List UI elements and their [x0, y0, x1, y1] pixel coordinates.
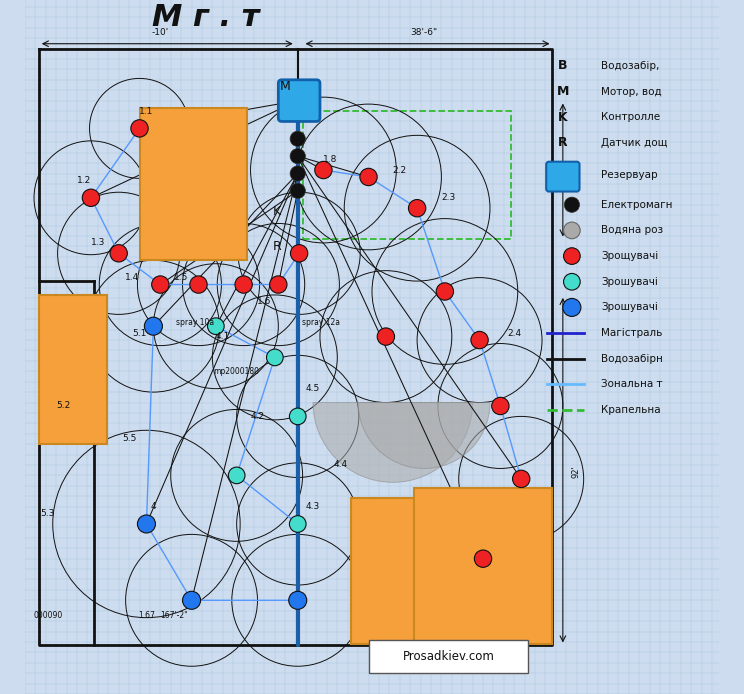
Text: Магістраль: Магістраль	[601, 328, 662, 338]
Circle shape	[377, 328, 394, 346]
Text: 167'-2": 167'-2"	[161, 611, 188, 620]
Text: Водозабір,: Водозабір,	[601, 61, 659, 71]
Circle shape	[290, 131, 305, 146]
FancyBboxPatch shape	[278, 80, 320, 121]
Text: Зрошувачі: Зрошувачі	[601, 277, 658, 287]
Bar	[368, 640, 528, 673]
Text: R: R	[272, 240, 281, 253]
Text: K: K	[558, 111, 568, 124]
Bar	[414, 488, 553, 644]
Text: mp2000180: mp2000180	[214, 367, 260, 375]
Circle shape	[436, 283, 454, 301]
Circle shape	[563, 273, 580, 290]
Circle shape	[152, 276, 169, 294]
Circle shape	[289, 516, 306, 532]
Text: 4: 4	[150, 502, 156, 511]
Circle shape	[235, 276, 252, 294]
Circle shape	[513, 471, 530, 488]
Bar	[140, 108, 247, 260]
Circle shape	[290, 166, 305, 181]
Circle shape	[266, 349, 283, 366]
Bar	[39, 295, 107, 444]
Circle shape	[563, 298, 581, 316]
Circle shape	[131, 120, 148, 137]
Text: Електромагн: Електромагн	[601, 200, 673, 210]
Text: 000090: 000090	[33, 611, 62, 620]
Text: 1.4: 1.4	[126, 273, 140, 282]
Text: 5.2: 5.2	[56, 402, 70, 410]
Text: Зональна т: Зональна т	[601, 380, 662, 389]
Circle shape	[110, 245, 127, 262]
Text: Мотор, вод: Мотор, вод	[601, 87, 661, 96]
Text: 1.8: 1.8	[323, 155, 338, 164]
Text: R: R	[558, 137, 568, 149]
Text: M: M	[557, 85, 569, 98]
Text: 4.4: 4.4	[334, 461, 348, 469]
Text: Резервуар: Резервуар	[601, 170, 658, 180]
Circle shape	[138, 515, 155, 533]
Text: spray 12a: spray 12a	[302, 318, 340, 326]
Circle shape	[228, 467, 245, 484]
Circle shape	[182, 591, 201, 609]
Circle shape	[408, 200, 426, 217]
Text: Зрощувачі: Зрощувачі	[601, 251, 658, 261]
Circle shape	[360, 169, 377, 186]
Circle shape	[563, 222, 580, 239]
Text: M: M	[280, 81, 291, 93]
Bar	[303, 111, 511, 239]
Wedge shape	[313, 403, 472, 482]
Text: Контролле: Контролле	[601, 112, 660, 122]
Bar	[351, 498, 487, 644]
Circle shape	[315, 162, 332, 178]
Text: 4.5: 4.5	[306, 384, 320, 393]
Circle shape	[83, 189, 100, 207]
Text: -10': -10'	[152, 28, 169, 37]
Text: Prosadkiev.com: Prosadkiev.com	[403, 650, 494, 663]
Text: B: B	[558, 60, 568, 72]
Circle shape	[563, 248, 580, 264]
Circle shape	[269, 276, 287, 294]
Text: Водозабірн: Водозабірн	[601, 354, 663, 364]
Circle shape	[290, 183, 305, 198]
Text: 1.6: 1.6	[257, 298, 272, 306]
Text: 1.2: 1.2	[77, 176, 91, 185]
Text: М г . т: М г . т	[152, 3, 259, 32]
Text: 1.1: 1.1	[139, 107, 154, 115]
Circle shape	[289, 591, 307, 609]
Text: 4.1: 4.1	[216, 332, 230, 341]
Text: 2.2: 2.2	[393, 166, 407, 174]
Text: 92': 92'	[572, 466, 581, 478]
Text: Зрошувачі: Зрошувачі	[601, 303, 658, 312]
Circle shape	[290, 245, 308, 262]
Wedge shape	[358, 403, 490, 468]
Text: K: K	[273, 205, 281, 218]
Circle shape	[492, 397, 509, 415]
Text: 2.3: 2.3	[441, 194, 455, 202]
Text: 4.2: 4.2	[251, 412, 265, 421]
Circle shape	[471, 332, 488, 349]
Text: 5.1: 5.1	[132, 329, 147, 337]
Text: 1.3: 1.3	[91, 239, 105, 247]
Circle shape	[475, 550, 492, 568]
Circle shape	[144, 317, 162, 335]
FancyBboxPatch shape	[546, 162, 580, 192]
Text: 1.67: 1.67	[138, 611, 155, 620]
Circle shape	[564, 197, 580, 212]
Text: 46'-2": 46'-2"	[572, 161, 581, 186]
Circle shape	[190, 276, 207, 294]
Text: Датчик дощ: Датчик дощ	[601, 138, 667, 148]
Circle shape	[289, 408, 306, 425]
Text: Водяна роз: Водяна роз	[601, 226, 663, 235]
Text: 2.4: 2.4	[507, 329, 522, 337]
Text: 4.3: 4.3	[306, 502, 320, 511]
Text: Крапельна: Крапельна	[601, 405, 661, 415]
Circle shape	[290, 149, 305, 164]
Text: 5.5: 5.5	[122, 434, 136, 443]
Circle shape	[208, 318, 224, 335]
Text: 38'-6": 38'-6"	[411, 28, 437, 37]
Text: 5.3: 5.3	[40, 509, 54, 518]
Text: 1.5: 1.5	[174, 273, 188, 282]
Text: spray 10a: spray 10a	[176, 318, 214, 326]
